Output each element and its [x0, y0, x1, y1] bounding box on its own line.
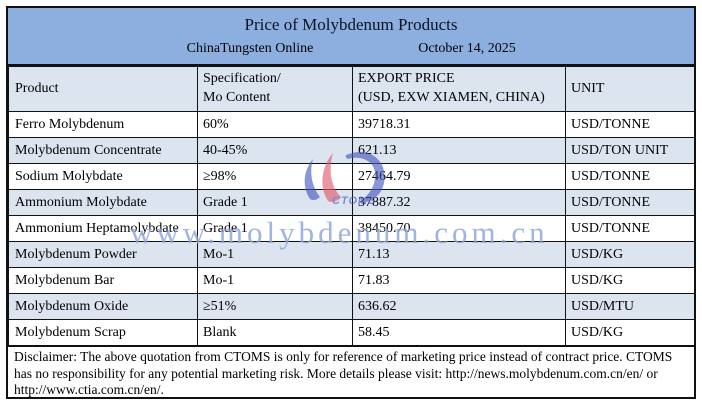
disclaimer-text: Disclaimer: The above quotation from CTO… [8, 346, 694, 397]
spec-cell: ≥98% [197, 163, 353, 190]
product-cell: Ammonium Heptamolybdate [8, 215, 198, 242]
col-header-product: Product [8, 66, 198, 112]
table-row: Molybdenum Oxide ≥51% 636.62 USD/MTU [8, 293, 694, 320]
spec-cell: 60% [197, 111, 353, 138]
spec-cell: Grade 1 [197, 189, 353, 216]
spec-cell: 40-45% [197, 137, 353, 164]
page-title: Price of Molybdenum Products [244, 15, 458, 34]
table-row: Molybdenum Bar Mo-1 71.83 USD/KG [8, 267, 694, 294]
unit-cell: USD/KG [565, 267, 694, 294]
source-label: ChinaTungsten Online [186, 41, 314, 56]
product-cell: Molybdenum Scrap [8, 319, 198, 346]
price-cell: 636.62 [352, 293, 566, 320]
unit-cell: USD/KG [565, 241, 694, 268]
product-cell: Sodium Molybdate [8, 163, 198, 190]
unit-cell: USD/TONNE [565, 111, 694, 138]
price-cell: 39718.31 [352, 111, 566, 138]
spec-cell: Blank [197, 319, 353, 346]
table-row: Sodium Molybdate ≥98% 27464.79 USD/TONNE [8, 163, 694, 190]
product-cell: Molybdenum Concentrate [8, 137, 198, 164]
title-banner: Price of Molybdenum Products ChinaTungst… [8, 8, 694, 66]
spec-cell: Mo-1 [197, 267, 353, 294]
price-sheet: Price of Molybdenum Products ChinaTungst… [6, 6, 696, 399]
table-row: Ferro Molybdenum 60% 39718.31 USD/TONNE [8, 111, 694, 138]
unit-cell: USD/TONNE [565, 163, 694, 190]
col-header-export-price: EXPORT PRICE (USD, EXW XIAMEN, CHINA) [352, 66, 566, 112]
spec-cell: ≥51% [197, 293, 353, 320]
price-cell: 621.13 [352, 137, 566, 164]
price-cell: 71.83 [352, 267, 566, 294]
price-cell: 37887.32 [352, 189, 566, 216]
product-cell: Molybdenum Oxide [8, 293, 198, 320]
unit-cell: USD/TONNE [565, 189, 694, 216]
unit-cell: USD/MTU [565, 293, 694, 320]
product-cell: Molybdenum Bar [8, 267, 198, 294]
price-cell: 27464.79 [352, 163, 566, 190]
table-row: Molybdenum Powder Mo-1 71.13 USD/KG [8, 241, 694, 268]
price-table: Product Specification/ Mo Content EXPORT… [8, 66, 694, 346]
table-row: Molybdenum Concentrate 40-45% 621.13 USD… [8, 137, 694, 164]
unit-cell: USD/KG [565, 319, 694, 346]
col-header-unit: UNIT [565, 66, 694, 112]
unit-cell: USD/TON UNIT [565, 137, 694, 164]
price-cell: 71.13 [352, 241, 566, 268]
product-cell: Ammonium Molybdate [8, 189, 198, 216]
banner-subrow: ChinaTungsten Online October 14, 2025 [8, 41, 694, 63]
table-row: Molybdenum Scrap Blank 58.45 USD/KG [8, 319, 694, 346]
unit-cell: USD/TONNE [565, 215, 694, 242]
price-cell: 58.45 [352, 319, 566, 346]
date-label: October 14, 2025 [418, 41, 516, 56]
product-cell: Ferro Molybdenum [8, 111, 198, 138]
price-cell: 38450.70 [352, 215, 566, 242]
spec-cell: Grade 1 [197, 215, 353, 242]
spec-cell: Mo-1 [197, 241, 353, 268]
table-row: Ammonium Molybdate Grade 1 37887.32 USD/… [8, 189, 694, 216]
header-row: Product Specification/ Mo Content EXPORT… [8, 66, 694, 112]
col-header-specification: Specification/ Mo Content [197, 66, 353, 112]
table-row: Ammonium Heptamolybdate Grade 1 38450.70… [8, 215, 694, 242]
product-cell: Molybdenum Powder [8, 241, 198, 268]
